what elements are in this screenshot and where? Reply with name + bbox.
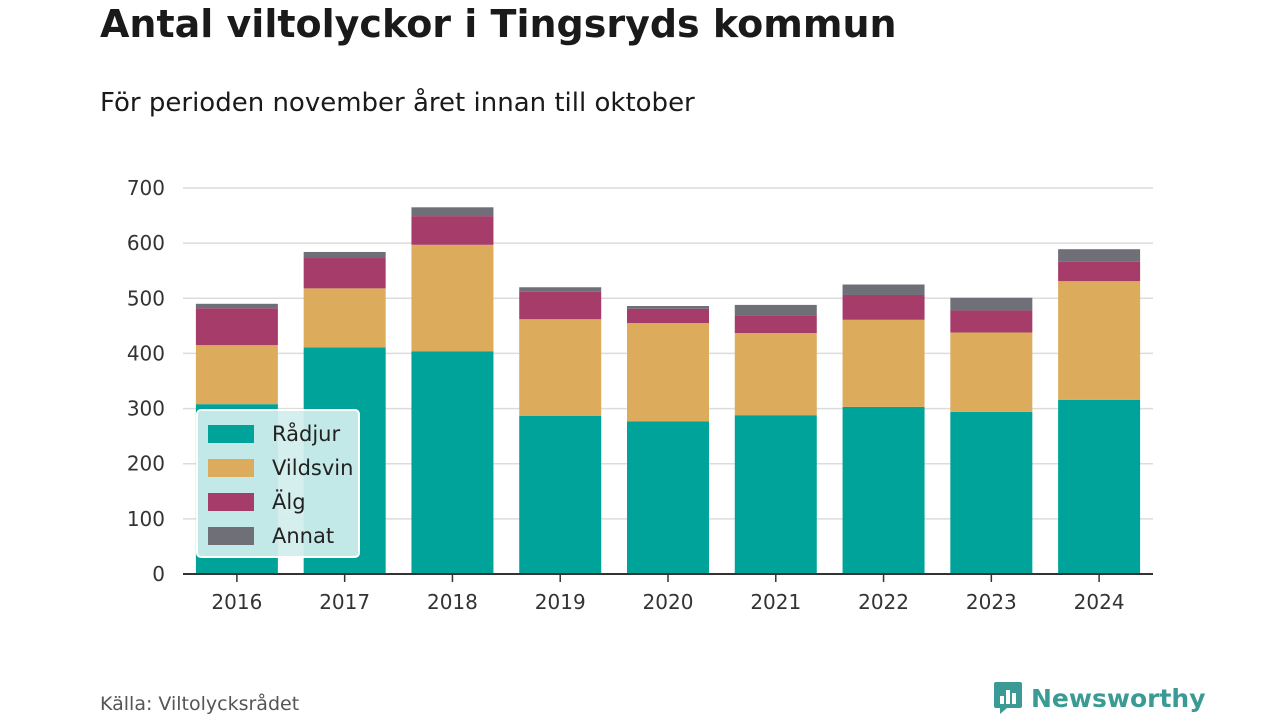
chart-title: Antal viltolyckor i Tingsryds kommun bbox=[100, 2, 897, 46]
source-note: Källa: Viltolycksrådet bbox=[100, 693, 300, 715]
legend-label-vildsvin: Vildsvin bbox=[272, 456, 354, 480]
x-tick-label: 2018 bbox=[427, 590, 478, 614]
bar-segment-2023-2 bbox=[950, 310, 1033, 333]
bar-segment-2018-2 bbox=[411, 216, 494, 245]
bar-segment-2024-0 bbox=[1058, 399, 1141, 574]
newsworthy-logo-icon bbox=[994, 682, 1022, 714]
legend-swatch-vildsvin bbox=[208, 459, 254, 477]
legend-swatch-alg bbox=[208, 493, 254, 511]
bar-segment-2023-0 bbox=[950, 411, 1033, 574]
bar-segment-2021-1 bbox=[734, 333, 817, 416]
chart-subtitle: För perioden november året innan till ok… bbox=[100, 88, 695, 118]
bar-segment-2021-2 bbox=[734, 315, 817, 334]
bar-segment-2022-1 bbox=[842, 319, 925, 407]
bar-segment-2020-3 bbox=[627, 306, 709, 309]
bar-segment-2016-3 bbox=[195, 303, 278, 309]
bar-segment-2023-3 bbox=[950, 297, 1033, 311]
bar-segment-2019-1 bbox=[519, 319, 602, 416]
legend-label-annat: Annat bbox=[272, 524, 335, 548]
bar-segment-2020-2 bbox=[627, 308, 709, 324]
bar-segment-2022-0 bbox=[842, 406, 925, 574]
legend-item-annat: Annat bbox=[208, 521, 334, 551]
bar-segment-2020-0 bbox=[627, 421, 709, 574]
bar-segment-2024-1 bbox=[1058, 281, 1141, 400]
bar-segment-2022-2 bbox=[842, 294, 925, 320]
bar-segment-2019-3 bbox=[519, 287, 602, 292]
x-tick-label: 2020 bbox=[643, 590, 694, 614]
y-tick-label: 0 bbox=[152, 562, 165, 586]
legend-item-vildsvin: Vildsvin bbox=[208, 453, 353, 483]
brand-logo: Newsworthy bbox=[993, 681, 1206, 715]
y-tick-label: 600 bbox=[127, 231, 165, 255]
y-tick-label: 300 bbox=[127, 397, 165, 421]
bar-segment-2016-1 bbox=[195, 345, 278, 405]
legend: Rådjur Vildsvin Älg Annat bbox=[196, 409, 360, 558]
x-tick-label: 2019 bbox=[535, 590, 586, 614]
bar-segment-2021-3 bbox=[734, 304, 817, 316]
bar-segment-2019-2 bbox=[519, 291, 602, 320]
legend-swatch-annat bbox=[208, 527, 254, 545]
bar-segment-2017-3 bbox=[303, 251, 386, 259]
bar-segment-2024-2 bbox=[1058, 261, 1141, 282]
legend-item-radjur: Rådjur bbox=[208, 419, 340, 449]
x-tick-label: 2024 bbox=[1074, 590, 1125, 614]
bar-segment-2024-3 bbox=[1058, 249, 1141, 262]
bar-segment-2017-1 bbox=[303, 288, 386, 348]
bar-segment-2018-0 bbox=[411, 351, 494, 574]
legend-label-radjur: Rådjur bbox=[272, 422, 341, 446]
x-tick-label: 2021 bbox=[750, 590, 801, 614]
legend-swatch-radjur bbox=[208, 425, 254, 443]
legend-label-alg: Älg bbox=[272, 490, 306, 514]
brand-name: Newsworthy bbox=[1031, 683, 1206, 713]
y-tick-label: 500 bbox=[127, 286, 165, 310]
bar-segment-2023-1 bbox=[950, 332, 1033, 412]
bar-segment-2021-0 bbox=[734, 415, 817, 574]
y-tick-label: 700 bbox=[127, 176, 165, 200]
bar-segment-2017-2 bbox=[303, 258, 386, 289]
bar-segment-2018-1 bbox=[411, 244, 494, 352]
x-tick-label: 2022 bbox=[858, 590, 909, 614]
axes: 0 100 200 300 400 500 600 700 2016 2017 2018 2019 20… bbox=[127, 176, 1153, 614]
bar-segment-2022-3 bbox=[842, 284, 925, 295]
bar-segment-2019-0 bbox=[519, 415, 602, 574]
bar-segment-2020-1 bbox=[627, 323, 709, 422]
y-tick-label: 200 bbox=[127, 452, 165, 476]
bar-segment-2018-3 bbox=[411, 207, 494, 217]
legend-item-alg: Älg bbox=[208, 487, 306, 517]
x-tick-label: 2017 bbox=[319, 590, 370, 614]
bar-segment-2016-2 bbox=[195, 308, 278, 346]
y-tick-label: 400 bbox=[127, 341, 165, 365]
y-tick-label: 100 bbox=[127, 507, 165, 531]
x-tick-label: 2023 bbox=[966, 590, 1017, 614]
x-tick-label: 2016 bbox=[211, 590, 262, 614]
